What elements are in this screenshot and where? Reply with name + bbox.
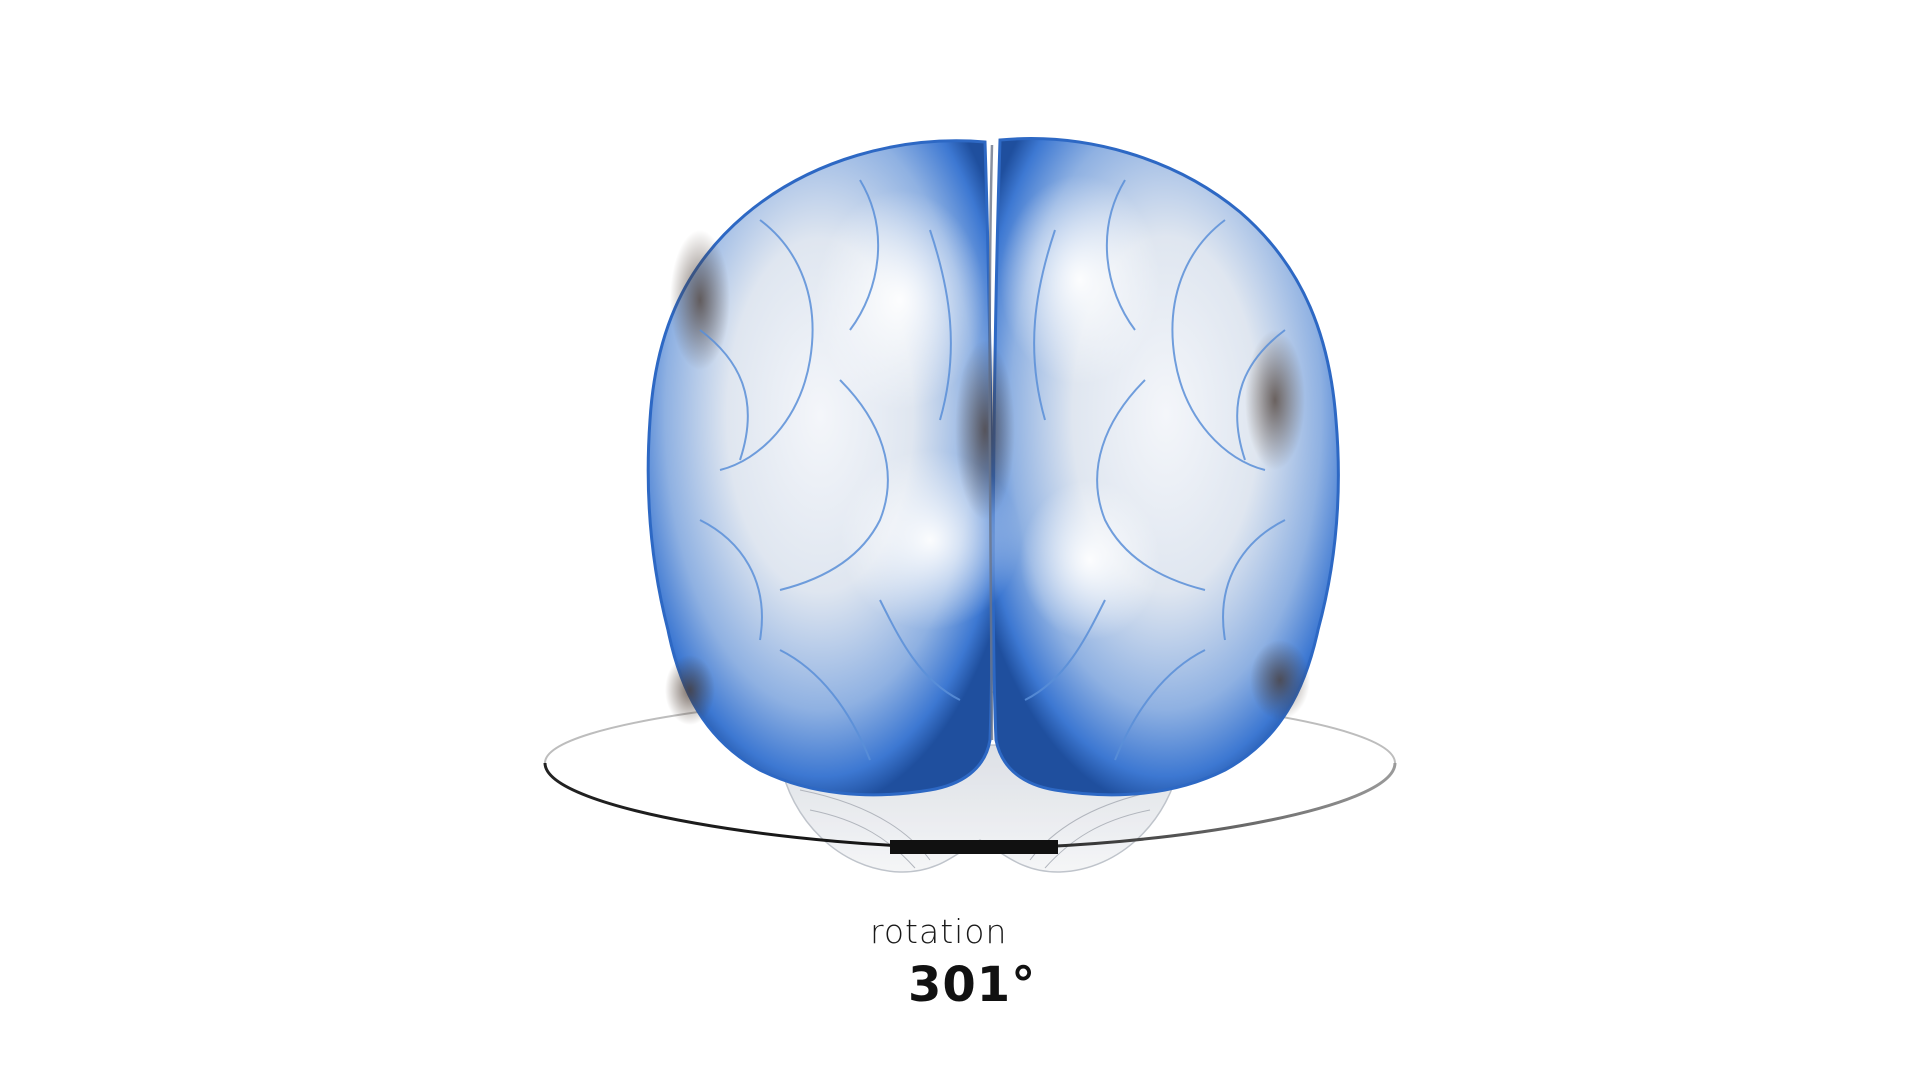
rotation-readout: rotation 301° (0, 912, 1920, 1022)
rotation-handle[interactable] (890, 840, 1058, 854)
cerebrum (646, 137, 1340, 797)
rotation-value: 301° (908, 957, 1037, 1013)
rotation-label: rotation (870, 912, 1008, 951)
